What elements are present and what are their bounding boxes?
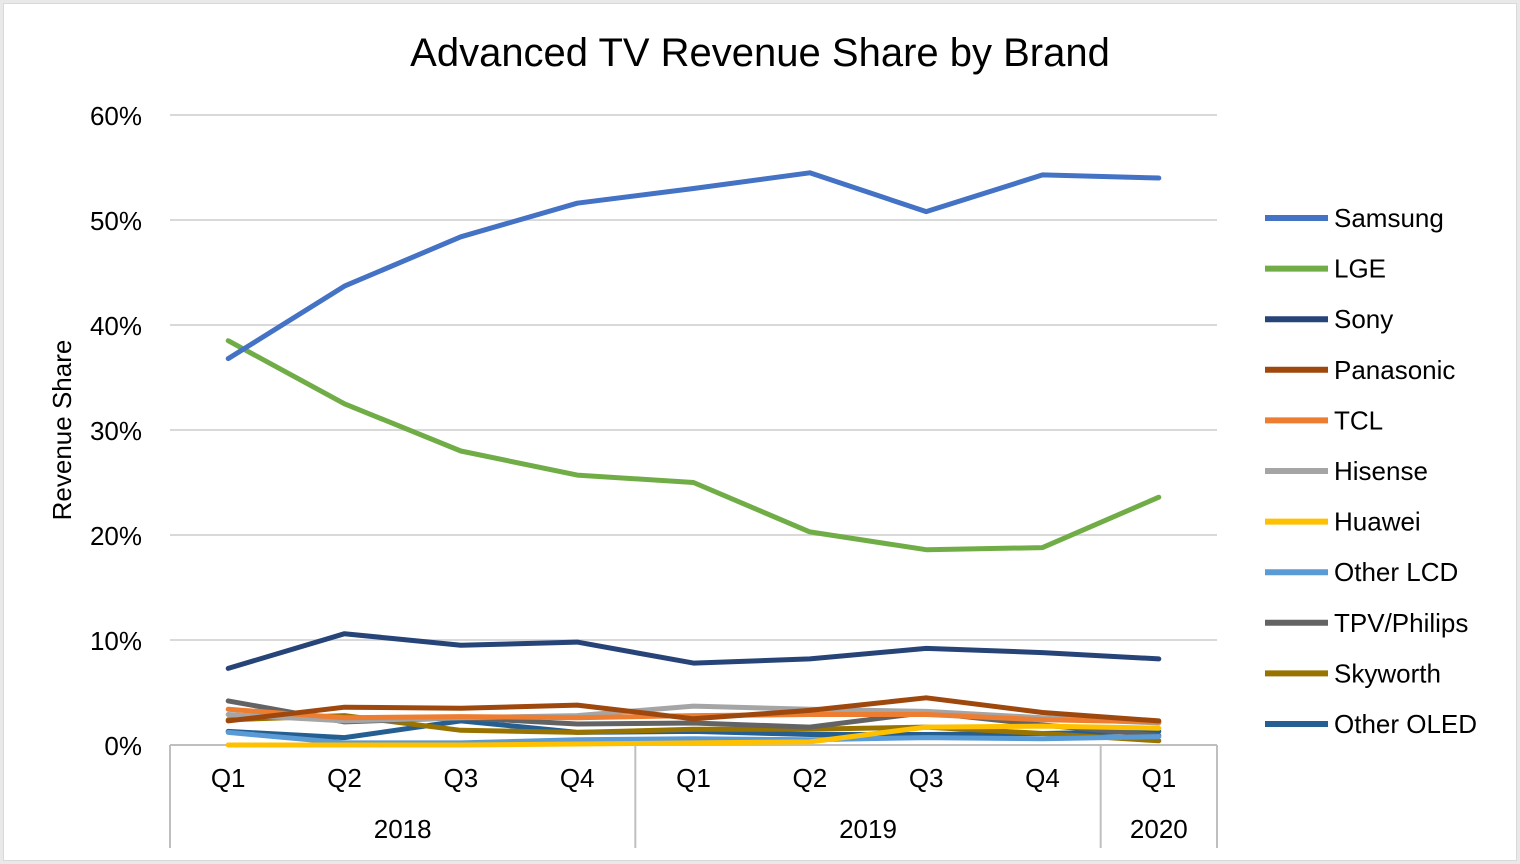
y-tick-label: 10% [90, 626, 142, 656]
x-axis: Q1 Q2 Q3 Q4 Q1 Q2 Q3 Q4 Q1 2018 2019 2020 [169, 744, 1218, 848]
y-axis-ticks: 0% 10% 20% 30% 40% 50% 60% [90, 101, 142, 761]
x-tick-label: Q3 [443, 763, 478, 793]
legend-label-other-oled: Other OLED [1334, 709, 1477, 739]
series-line-lge [225, 338, 1162, 553]
legend-label-samsung: Samsung [1334, 203, 1444, 233]
x-tick-label: Q4 [560, 763, 595, 793]
x-tick-label: Q2 [327, 763, 362, 793]
x-tick-label: Q1 [211, 763, 246, 793]
x-group-label: 2018 [374, 814, 432, 844]
y-tick-label: 40% [90, 311, 142, 341]
x-group-label: 2020 [1130, 814, 1188, 844]
x-tick-label: Q3 [909, 763, 944, 793]
legend-label-skyworth: Skyworth [1334, 658, 1441, 688]
gridlines [170, 114, 1217, 641]
y-tick-label: 60% [90, 101, 142, 131]
y-tick-label: 50% [90, 206, 142, 236]
x-tick-label: Q1 [1141, 763, 1176, 793]
y-axis-label: Revenue Share [47, 340, 77, 521]
x-tick-label: Q2 [792, 763, 827, 793]
series-lines [225, 170, 1162, 748]
legend-label-other-lcd: Other LCD [1334, 557, 1458, 587]
x-tick-label: Q4 [1025, 763, 1060, 793]
legend-label-panasonic: Panasonic [1334, 355, 1455, 385]
legend-label-huawei: Huawei [1334, 507, 1421, 537]
series-line-samsung [225, 170, 1162, 362]
legend-label-hisense: Hisense [1334, 456, 1428, 486]
y-tick-label: 20% [90, 521, 142, 551]
x-tick-label: Q1 [676, 763, 711, 793]
legend-label-tpv-philips: TPV/Philips [1334, 608, 1468, 638]
legend-label-sony: Sony [1334, 304, 1393, 334]
legend-label-lge: LGE [1334, 254, 1386, 284]
y-tick-label: 30% [90, 416, 142, 446]
x-group-label: 2019 [839, 814, 897, 844]
y-tick-label: 0% [104, 731, 142, 761]
legend-label-tcl: TCL [1334, 405, 1383, 435]
chart-title: Advanced TV Revenue Share by Brand [410, 31, 1110, 75]
legend: Samsung LGE Sony Panasonic TCL Hisense Huawei O… [1265, 203, 1477, 739]
